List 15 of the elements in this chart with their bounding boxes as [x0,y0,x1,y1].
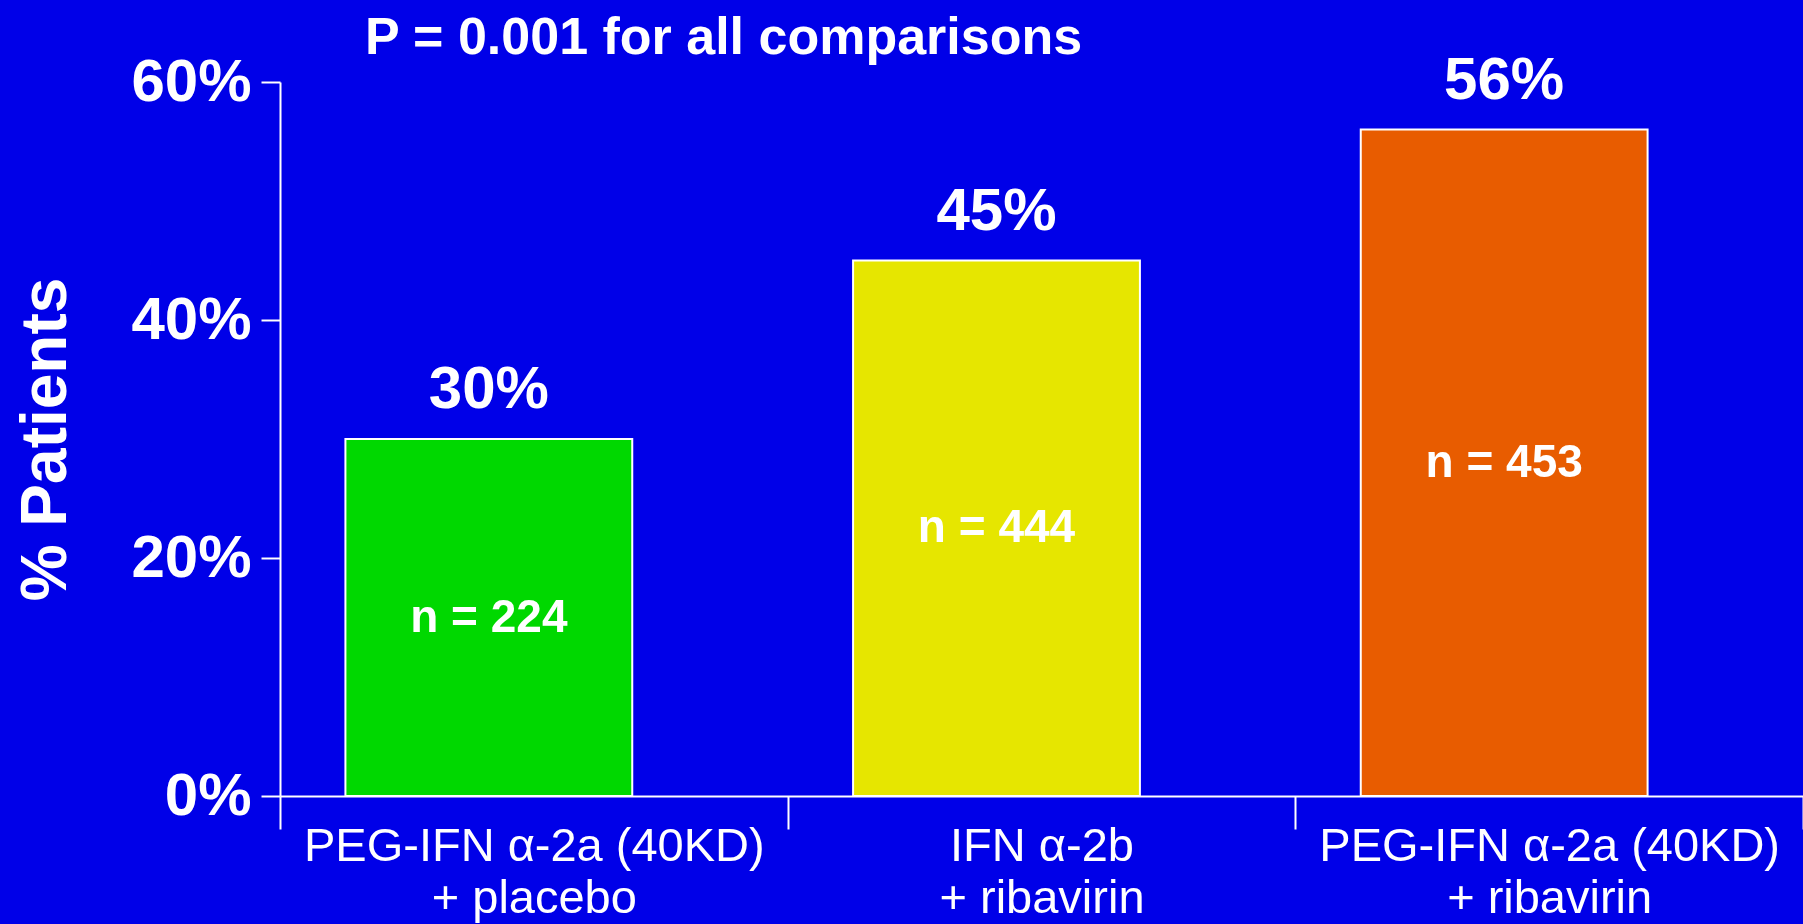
data-label: 56% [1444,44,1565,112]
y-tick-label: 60% [131,46,252,114]
chart-title: P = 0.001 for all comparisons [364,6,1083,65]
annotation: n = 453 [1425,434,1583,487]
annotation: n = 224 [410,589,568,642]
x-tick-label: PEG-IFN α-2a (40KD) + placebo [303,817,765,923]
x-tick-label: PEG-IFN α-2a (40KD) + ribavirin [1319,817,1781,923]
data-label: 45% [936,175,1057,243]
data-label: 30% [428,354,549,421]
y-tick-label: 40% [131,284,252,352]
x-tick-label: IFN α-2b + ribavirin [939,817,1145,923]
y-tick-label: 20% [131,522,252,590]
annotation: n = 444 [917,500,1076,553]
y-tick-label: 0% [164,760,252,828]
y-axis-title: % Patients [8,277,81,602]
